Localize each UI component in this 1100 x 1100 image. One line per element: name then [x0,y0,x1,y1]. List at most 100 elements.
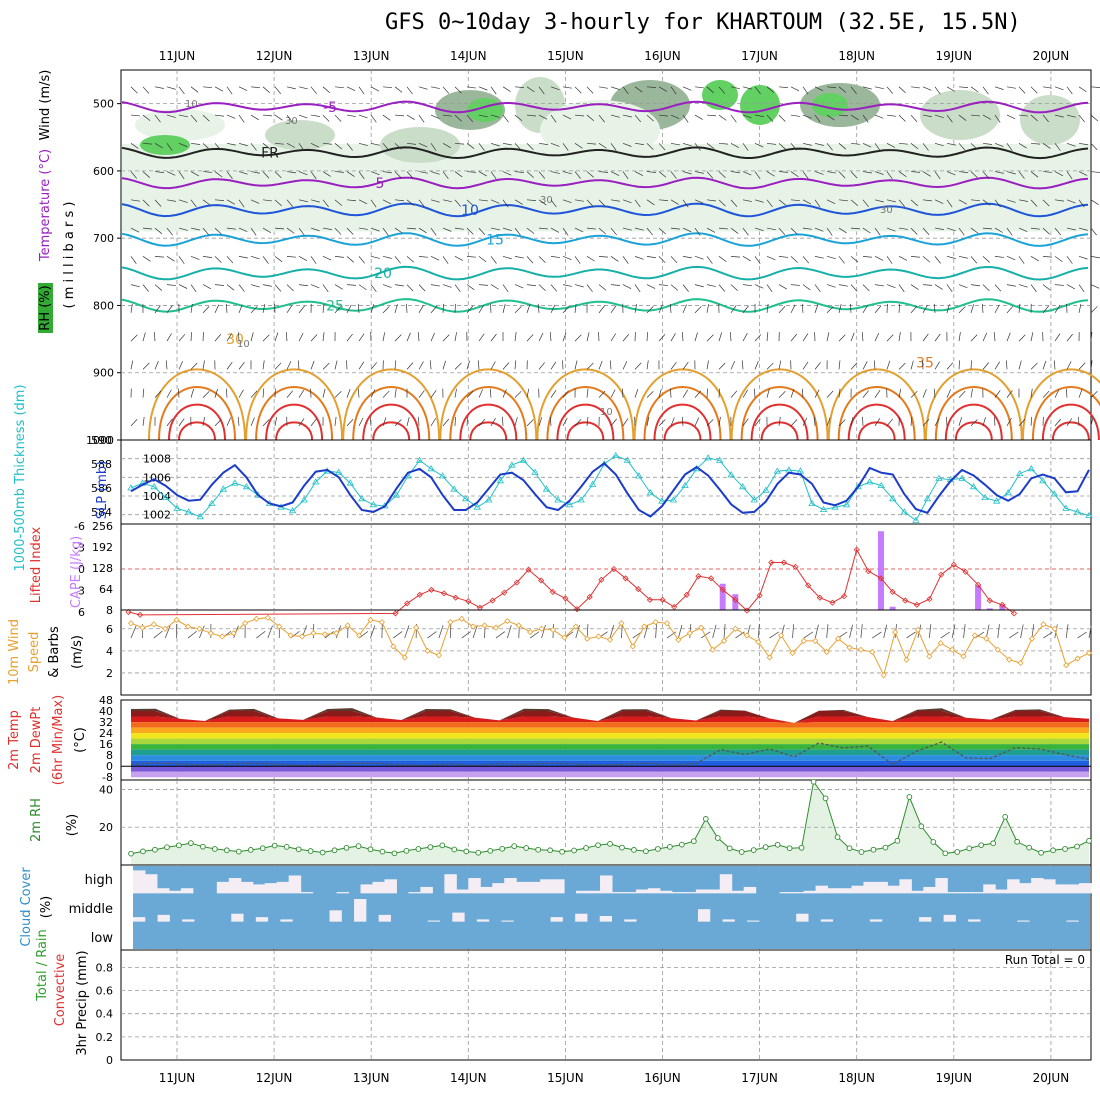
wind-barb [1078,142,1088,146]
wind-barb [562,86,572,89]
isotherm-label: 15 [486,233,504,249]
middle-cloud-gap [1066,920,1079,922]
wind-barb [1006,171,1016,175]
thickness-marker [150,483,158,490]
wind-barb [982,199,991,206]
wind-barb [226,171,233,179]
wind-barb [394,360,397,370]
wind-barb [634,362,642,370]
wind-barb [994,143,1004,148]
li-marker [538,577,545,584]
wind-barb [970,284,980,287]
wind-barb [766,362,774,370]
rh-axis-label: RH (%) [38,285,53,330]
wind-barb [154,332,156,342]
wind-barb [682,256,692,259]
wind-barb [250,332,254,342]
wind-barb [370,114,377,123]
wind-barb [430,360,432,370]
wind-barb [394,114,404,117]
wind-barb [130,334,138,342]
wind-barb [214,199,224,201]
wind-barb [718,227,728,230]
wind10-marker [401,654,408,661]
thickness-marker [669,496,678,503]
wind-barb [874,143,881,151]
wind-barb [466,360,470,370]
wind-barb [526,419,534,427]
wind-barb [634,199,641,208]
wind-barb [958,114,967,121]
wind-barb [1090,332,1093,342]
wind-barb [742,199,752,202]
wind-barb [202,416,205,426]
temp-band [131,760,1089,767]
wind-barb [838,256,845,264]
wind-barb [490,142,500,147]
wind-barb [790,388,795,398]
wind10-marker [1017,659,1024,667]
wind-barb [190,256,200,260]
wind-barb [454,86,462,94]
wind-barb [934,114,944,118]
wind-barb [526,171,534,178]
wind10-barb [575,624,580,639]
wind-barb [850,114,859,121]
wind10-marker [333,630,340,637]
wind-barb [873,360,876,370]
boundary-layer-isotherm [352,386,431,441]
li-marker [1010,610,1018,617]
wind10-barb [621,624,623,639]
rh2m-marker [655,846,661,852]
rh-shading [380,127,460,163]
wind-barb [550,304,556,314]
x-top-label: 15JUN [547,49,584,63]
wind-barb [502,142,512,146]
wind-barb [454,114,462,122]
wind-barb [694,332,698,342]
wind10-barb [1020,624,1024,639]
li-marker [137,611,144,618]
high-cloud-gap [1007,879,1020,894]
wind-barb [394,227,403,234]
li-marker [780,559,787,566]
wind-barb [142,171,150,178]
high-cloud-gap [875,881,888,894]
wind-barb [526,304,531,313]
wind10-marker [321,631,328,638]
thickness-marker [1073,508,1082,515]
wind-barb [742,171,752,176]
wind-barb [874,332,880,342]
wind-barb [1090,284,1100,289]
wind-barb [790,199,800,202]
wind10-marker [424,647,431,654]
wind10-marker [698,624,705,631]
wind-barb [670,284,679,291]
wind-barb [490,303,492,313]
wind10-marker [241,620,249,627]
wind-barb [130,86,138,94]
wind-barb [214,114,224,117]
wind-barb [886,143,896,148]
wind-barb [946,86,955,92]
wind10-barb [974,631,985,639]
high-cloud-gap [671,892,685,894]
wind-barb [130,227,140,233]
wind-barb [682,361,689,370]
wind-barb [838,419,846,427]
wind10-barb [495,631,506,639]
wind10-marker [755,638,762,646]
high-cloud-gap [168,890,182,894]
rh2m-marker [822,795,829,802]
rh2m-marker [1038,849,1044,856]
wind-barb [238,284,245,292]
wind-barb [622,418,629,427]
high-cloud-gap [959,892,972,894]
wind-barb [742,143,749,151]
wind-barb [1042,305,1049,314]
boundary-layer-isotherm [934,386,1013,441]
wind-barb [274,362,282,370]
wind-barb [298,389,305,398]
wind-barb [1042,114,1049,123]
